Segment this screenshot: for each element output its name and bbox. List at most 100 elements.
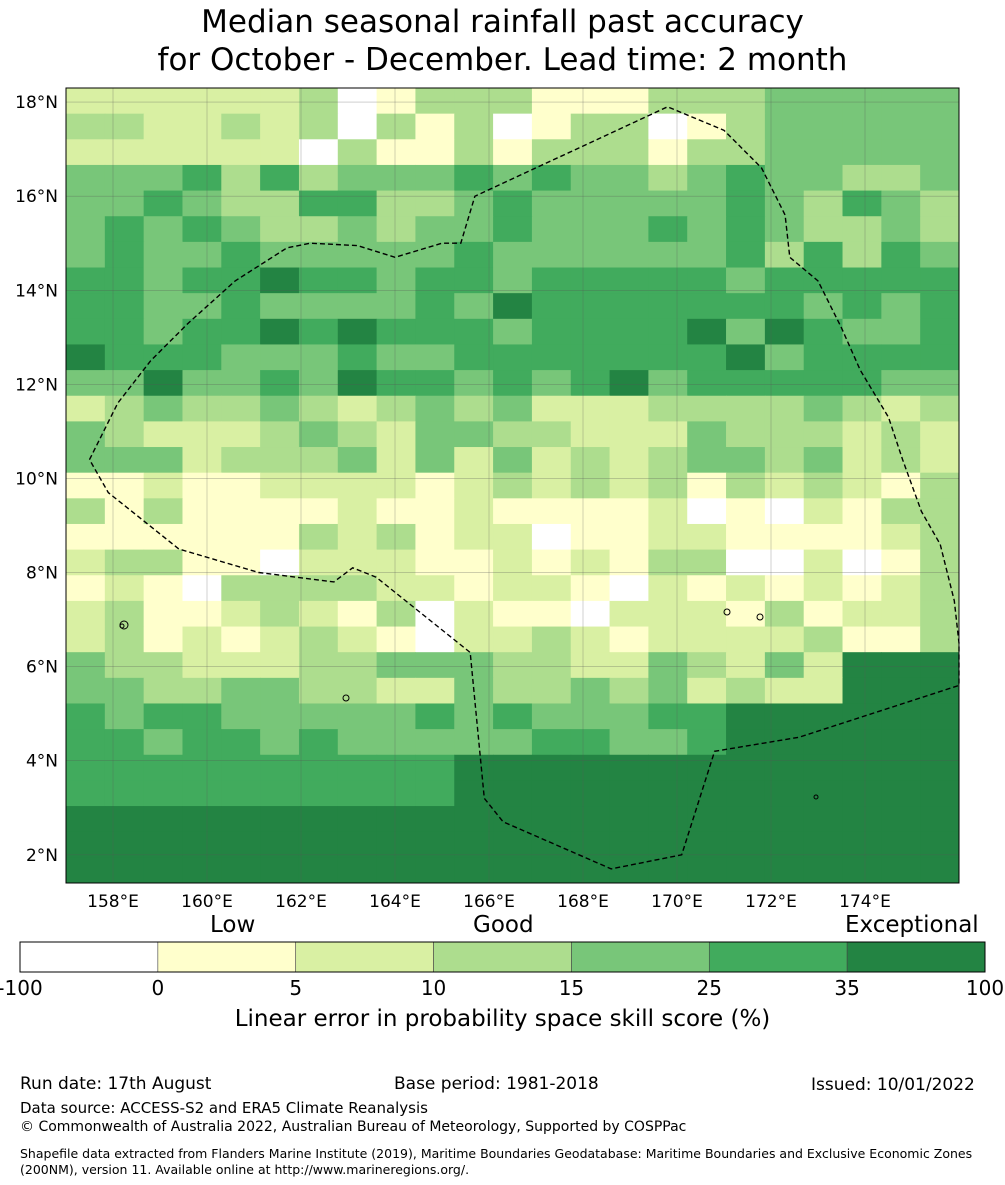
skill-cell bbox=[454, 395, 494, 422]
skill-cell bbox=[376, 806, 416, 833]
skill-cell bbox=[298, 600, 339, 628]
skill-cell bbox=[764, 216, 805, 243]
skill-cell bbox=[182, 447, 222, 474]
skill-cell bbox=[687, 395, 727, 422]
skill-cell bbox=[104, 677, 145, 704]
skill-cell bbox=[298, 421, 339, 448]
skill-cell bbox=[687, 549, 727, 576]
title-line-2: for October - December. Lead time: 2 mon… bbox=[157, 42, 848, 78]
skill-cell bbox=[803, 677, 844, 704]
skill-cell bbox=[454, 88, 494, 115]
skill-cell bbox=[337, 626, 378, 653]
skill-cell bbox=[570, 831, 611, 858]
skill-cell bbox=[570, 421, 611, 448]
skill-cell bbox=[415, 190, 455, 217]
skill-cell bbox=[260, 318, 300, 345]
skill-cell bbox=[66, 88, 106, 115]
skill-cell bbox=[531, 703, 572, 730]
skill-cell bbox=[531, 780, 572, 807]
skill-cell bbox=[143, 498, 183, 525]
skill-cell bbox=[609, 729, 649, 756]
skill-cell bbox=[648, 831, 688, 858]
skill-cell bbox=[764, 652, 805, 679]
run-date: Run date: 17th August bbox=[20, 1074, 212, 1094]
skill-cell bbox=[260, 754, 300, 781]
skill-cell bbox=[531, 293, 572, 320]
skill-cell bbox=[531, 447, 572, 474]
skill-cell bbox=[415, 831, 455, 858]
skill-cell bbox=[881, 241, 921, 269]
skill-cell bbox=[415, 523, 455, 551]
skill-cell bbox=[376, 575, 416, 602]
skill-cell bbox=[454, 370, 494, 397]
skill-cell bbox=[920, 626, 960, 653]
skill-cell bbox=[337, 241, 378, 269]
skill-cell bbox=[648, 626, 688, 653]
skill-cell bbox=[182, 780, 222, 807]
skill-cell bbox=[454, 703, 494, 730]
skill-cell bbox=[221, 780, 261, 807]
colorbar-axis-label: Linear error in probability space skill … bbox=[234, 1006, 771, 1032]
skill-cell bbox=[648, 293, 688, 320]
skill-cell bbox=[454, 523, 494, 551]
skill-cell bbox=[376, 241, 416, 269]
skill-cell bbox=[376, 113, 416, 140]
skill-cell bbox=[104, 857, 145, 884]
skill-cell bbox=[920, 754, 960, 781]
skill-cell bbox=[648, 703, 688, 730]
skill-cell bbox=[182, 754, 222, 781]
skill-cell bbox=[881, 318, 921, 345]
skill-cell bbox=[298, 652, 339, 679]
skill-cell bbox=[570, 318, 611, 345]
skill-cell bbox=[609, 395, 649, 422]
skill-cell bbox=[454, 190, 494, 217]
longitude-label: 170°E bbox=[651, 892, 703, 912]
skill-cell bbox=[298, 523, 339, 551]
skill-cell bbox=[493, 216, 533, 243]
skill-cell bbox=[415, 729, 455, 756]
skill-cell bbox=[648, 472, 688, 499]
skill-cell bbox=[726, 831, 766, 858]
skill-cell bbox=[842, 216, 882, 243]
skill-cell bbox=[221, 523, 261, 551]
skill-cell bbox=[920, 267, 960, 294]
skill-cell bbox=[221, 139, 261, 166]
skill-cell bbox=[143, 216, 183, 243]
skill-cell bbox=[66, 395, 106, 422]
skill-cell bbox=[260, 113, 300, 140]
skill-cell bbox=[104, 831, 145, 858]
skill-cell bbox=[376, 549, 416, 576]
skill-cell bbox=[415, 241, 455, 269]
skill-cell bbox=[337, 831, 378, 858]
skill-cell bbox=[803, 600, 844, 628]
skill-cell bbox=[182, 113, 222, 140]
skill-cell bbox=[66, 626, 106, 653]
legend-good-label: Good bbox=[473, 912, 534, 938]
skill-cell bbox=[454, 216, 494, 243]
skill-cell bbox=[143, 806, 183, 833]
skill-cell bbox=[376, 754, 416, 781]
skill-cell bbox=[531, 421, 572, 448]
skill-cell bbox=[260, 447, 300, 474]
skill-cell bbox=[221, 806, 261, 833]
skill-cell bbox=[726, 190, 766, 217]
skill-cell bbox=[415, 344, 455, 371]
longitude-label: 166°E bbox=[463, 892, 515, 912]
skill-cell bbox=[609, 190, 649, 217]
skill-cell bbox=[609, 241, 649, 269]
skill-cell bbox=[182, 831, 222, 858]
skill-cell bbox=[531, 370, 572, 397]
skill-cell bbox=[648, 447, 688, 474]
skill-cell bbox=[337, 139, 378, 166]
skill-cell bbox=[531, 88, 572, 115]
skill-cell bbox=[648, 549, 688, 576]
skill-cell bbox=[609, 421, 649, 448]
skill-cell bbox=[920, 831, 960, 858]
skill-cell bbox=[454, 600, 494, 628]
skill-cell bbox=[143, 754, 183, 781]
skill-cell bbox=[104, 395, 145, 422]
skill-cell bbox=[104, 780, 145, 807]
skill-cell bbox=[764, 293, 805, 320]
skill-cell bbox=[298, 729, 339, 756]
legend-exceptional-label: Exceptional bbox=[845, 912, 979, 938]
